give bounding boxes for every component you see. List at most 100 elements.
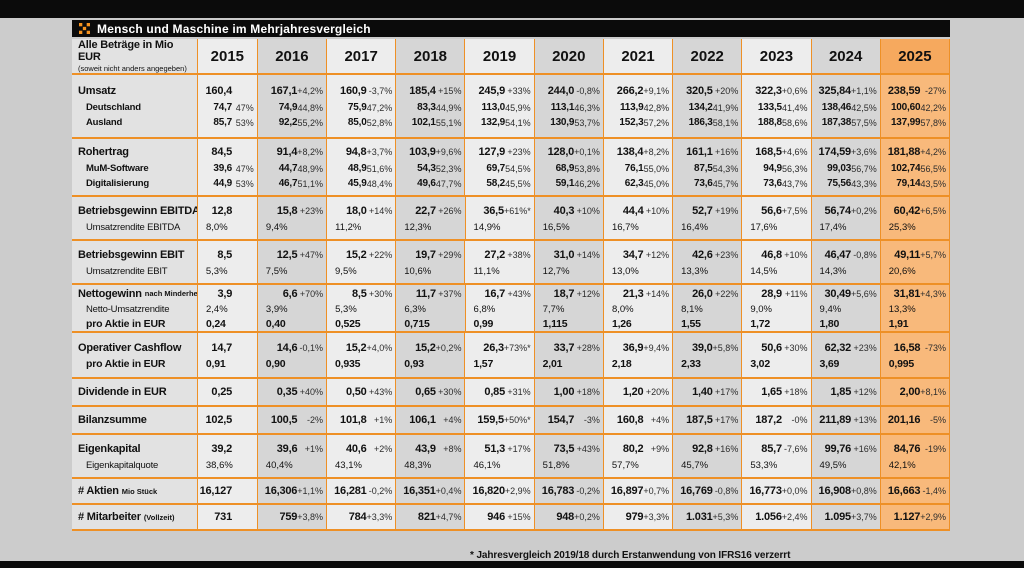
year-header-2020: 2020 — [533, 39, 603, 73]
cell-change: 41,4% — [782, 102, 808, 113]
cell-eigenkapitalquote-2019: 46,1% — [465, 458, 533, 473]
cell-value: 45,9 — [347, 178, 367, 189]
data-column-2025: 16,663 -1,4% — [879, 479, 949, 503]
cell-value: 6,6 — [282, 287, 298, 300]
cell-ausland-2024: 187,38 57,5% — [812, 115, 880, 130]
data-column-2022: 26,0 +22% 8,1% 1,55 — [672, 285, 742, 331]
cell-digitalisierung-2017: 45,9 48,4% — [327, 176, 395, 191]
cell-change: +18% — [576, 387, 600, 397]
cell-value: 12,3% — [404, 221, 432, 233]
cell-change: 52,3% — [435, 163, 462, 174]
cell-eigenkapitalquote-2015: 38,6% — [198, 458, 257, 473]
cell-change: 56,5% — [920, 163, 946, 174]
cell-change: +4,2% — [920, 147, 946, 157]
cell-value: 80,2 — [622, 442, 644, 455]
cell-value: 325,84 — [818, 85, 852, 97]
cell-value: 18,0 — [346, 204, 367, 217]
cell-value: 127,9 — [478, 146, 506, 158]
cell-pro-aktie-in-eur-2020: 2,01 — [535, 357, 603, 372]
cell-ausland-2023: 188,8 58,6% — [742, 115, 810, 130]
cell-value: 1,57 — [473, 358, 494, 370]
data-column-2019: 26,3 +73%* 1,57 — [464, 333, 534, 377]
cell-value: 31,0 — [553, 248, 575, 261]
cell-eigenkapitalquote-2018: 48,3% — [396, 458, 464, 473]
cell-value: 128,0 — [547, 146, 575, 158]
cell-netto-umsatzrendite-2017: 5,3% — [327, 302, 395, 316]
year-header-2023: 2023 — [741, 39, 811, 73]
row-label-umsatz: Umsatz — [78, 82, 197, 100]
cell-dividende-in-eur-2020: 1,00 +18% — [535, 383, 603, 401]
cell-value: 3,69 — [819, 358, 840, 370]
cell-rohertrag-2017: 94,8 +3,7% — [327, 143, 395, 161]
data-column-2022: 187,5 +17% — [672, 407, 742, 433]
cell-value: 8,5 — [217, 248, 233, 261]
cell-umsatz-2023: 322,3 +0,6% — [742, 82, 810, 100]
data-column-2023: 168,5 +4,6% 94,9 56,3% 73,6 43,7% — [741, 139, 811, 195]
cell-change: 55,2% — [297, 117, 324, 128]
year-header-2024: 2024 — [810, 39, 880, 73]
cell-deutschland-2017: 75,9 47,2% — [327, 100, 395, 115]
multi-year-comparison-table: Alle Beträge in Mio EUR (soweit nicht and… — [72, 39, 950, 531]
cell-ausland-2025: 137,99 57,8% — [881, 115, 949, 130]
data-column-2022: 1.031 +5,3% — [672, 505, 742, 529]
cell-value: 161,1 — [686, 146, 713, 158]
cell-netto-umsatzrendite-2025: 13,3% — [881, 302, 949, 316]
row-label-text: # Mitarbeiter — [78, 511, 141, 523]
cell-change: +8,1% — [920, 387, 946, 397]
data-column-2015: 39,2 38,6% — [196, 435, 257, 477]
title-bar: Mensch und Maschine im Mehrjahresverglei… — [72, 20, 950, 37]
row-label-text: Digitalisierung — [86, 178, 149, 189]
row-label-cell: # Mitarbeiter (Vollzeit) — [72, 505, 197, 529]
cell-change: 43,5% — [920, 178, 946, 189]
cell-value: 167,1 — [270, 85, 298, 97]
row-label-text: Deutschland — [86, 102, 141, 113]
year-header-2016: 2016 — [256, 39, 327, 73]
data-column-2017: 784 +3,3% — [326, 505, 396, 529]
cell-value: 83,3 — [417, 102, 436, 113]
cell-nettogewinn-2018: 11,7 +37% — [396, 285, 464, 302]
cell-operativer-cashflow-2021: 36,9 +9,4% — [604, 339, 672, 357]
data-column-2016: 100,5 -2% — [256, 407, 327, 433]
data-column-2020: 33,7 +28% 2,01 — [533, 333, 603, 377]
row-label-text: Nettogewinn — [78, 287, 142, 300]
cell-value: 42,1% — [888, 459, 916, 471]
cell-change: +70% — [299, 288, 324, 299]
cell-value: 9,5% — [335, 265, 357, 277]
cell-change: +5,8% — [712, 342, 739, 353]
data-column-2016: 167,1 +4,2% 74,9 44,8% 92,2 55,2% — [256, 75, 327, 137]
cell-umsatzrendite-ebitda-2020: 16,5% — [535, 220, 603, 235]
data-column-2016: 15,8 +23% 9,4% — [256, 197, 327, 239]
cell-value: 74,7 — [213, 102, 233, 113]
cell-change: 52,8% — [366, 117, 393, 128]
data-column-2023: 85,7 -7,6% 53,3% — [741, 435, 811, 477]
cell-value: 138,46 — [821, 102, 852, 113]
cell-value: 51,8% — [542, 459, 570, 471]
cell-change: 58,1% — [712, 117, 739, 128]
cell-value: 8,1% — [681, 303, 703, 315]
data-column-2018: 15,2 +0,2% 0,93 — [395, 333, 465, 377]
cell-value: 9,4% — [265, 221, 288, 233]
cell-value: 76,1 — [624, 163, 644, 174]
row-group-eigenkapital: Eigenkapital Eigenkapitalquote 39,2 38,6% 39… — [72, 433, 949, 477]
row-label-aktien: # Aktien Mio Stück — [78, 482, 197, 500]
cell-value: 821 — [417, 511, 436, 523]
cell-bilanzsumme-2019: 159,5 +50%* — [465, 411, 533, 429]
data-column-2015: 3,9 2,4% 0,24 — [197, 285, 257, 331]
cell-value: 42,6 — [692, 248, 713, 261]
cell-change: +1% — [373, 415, 393, 425]
cell-pro-aktie-in-eur-2018: 0,715 — [396, 317, 464, 331]
cell-deutschland-2020: 113,1 46,3% — [535, 100, 603, 115]
row-label-netto-umsatzrendite: Netto-Umsatzrendite — [78, 302, 197, 316]
row-label-nettogewinn: Nettogewinn nach Minderheiten — [78, 285, 211, 302]
data-column-2021: 36,9 +9,4% 2,18 — [602, 333, 673, 377]
cell-value: 9,0% — [750, 303, 772, 315]
row-group-operativer-cashflow: Operativer Cashflow pro Aktie in EUR 14,7 0… — [72, 331, 949, 377]
cell-value: 1.056 — [755, 511, 782, 523]
cell-change: +1,1% — [297, 486, 324, 496]
cell-value: 168,5 — [755, 146, 782, 158]
cell-value: 49,11 — [894, 248, 921, 261]
row-label-cell: Nettogewinn nach Minderheiten Netto-Umsatz… — [72, 285, 211, 331]
row-label-mitarbeiter: # Mitarbeiter (Vollzeit) — [78, 508, 197, 526]
row-label-text: # Aktien — [78, 485, 119, 497]
data-column-2025: 31,81 +4,3% 13,3% 1,91 — [879, 285, 949, 331]
